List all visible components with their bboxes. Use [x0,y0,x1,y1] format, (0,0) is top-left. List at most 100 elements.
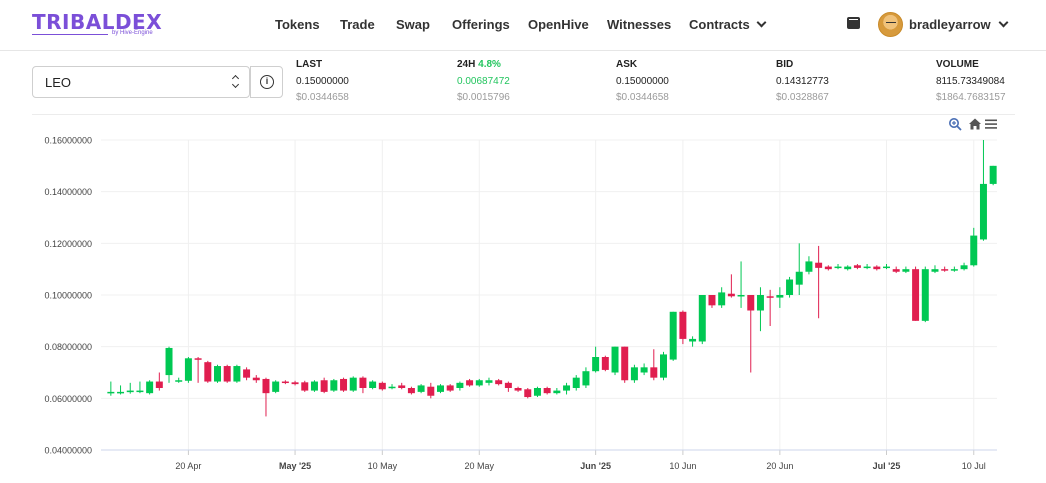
candle-body [873,266,881,270]
stat-volume: VOLUME 8115.73349084 $1864.7683157 [936,59,1006,103]
candle-body [233,366,241,382]
candle-body [640,367,648,373]
candle-body [252,377,260,381]
nav-contracts-dropdown[interactable]: Contracts [689,17,767,32]
candle-body [407,388,415,394]
candle-body [310,381,318,391]
candle-body [349,377,357,391]
price-chart[interactable]: 0.16000000 0.14000000 0.12000000 0.10000000… [0,115,1046,483]
candle-body [504,382,512,388]
candle-body [563,385,571,391]
stat-ask-usd: $0.0344658 [616,92,669,103]
candle-body [863,266,871,269]
candle-body [718,292,726,306]
candle-body [931,269,939,272]
x-tick-label: 20 May [465,461,495,471]
x-tick-label: 10 May [368,461,398,471]
stat-24h-label: 24H [457,59,476,70]
nav-tokens[interactable]: Tokens [275,17,320,32]
candle-body [495,380,503,385]
candle-body [989,165,997,184]
chevron-down-icon [756,17,767,28]
x-tick-label: 20 Jun [766,461,793,471]
stat-volume-usd: $1864.7683157 [936,92,1006,103]
candle-body [689,338,697,342]
candle-body [592,357,600,372]
stat-volume-value: 8115.73349084 [936,76,1005,87]
candle-body [679,311,687,339]
token-select-value: LEO [45,75,72,90]
candle-body [970,235,978,266]
x-tick-label: Jul '25 [873,461,901,471]
zoom-in-icon[interactable] [948,117,962,131]
candle-body [485,380,493,383]
candle-body [136,390,144,393]
candle-body [524,389,532,398]
candle-body [902,269,910,272]
candle-body [184,358,192,381]
stat-24h-usd: $0.0015796 [457,92,510,103]
nav-trade[interactable]: Trade [340,17,375,32]
candle-body [514,388,522,391]
candle-body [776,295,784,298]
y-tick-label: 0.06000000 [44,394,92,404]
candle-body [747,295,755,311]
token-info-button[interactable]: i [250,66,283,98]
stat-24h-label-row: 24H 4.8% [457,59,510,73]
home-icon[interactable] [968,117,982,131]
candle-body [446,385,454,391]
info-icon: i [260,75,274,89]
candle-body [960,265,968,270]
y-tick-label: 0.10000000 [44,291,92,301]
avatar[interactable] [878,12,903,37]
nav-witnesses[interactable]: Witnesses [607,17,672,32]
wallet-icon[interactable] [847,17,860,29]
candle-body [272,381,280,392]
nav-swap[interactable]: Swap [396,17,430,32]
y-tick-label: 0.16000000 [44,136,92,146]
chevron-down-icon [998,17,1009,28]
candle-body [214,366,221,382]
candle-body [766,296,774,298]
divider [32,114,1015,115]
candle-body [262,378,270,394]
top-navbar: TRIBALDEX by Hive-Engine Tokens Trade Swap… [0,0,1046,51]
candle-body [320,380,328,392]
stat-last: LAST 0.15000000 $0.0344658 [296,59,349,103]
stat-ask: ASK 0.15000000 $0.0344658 [616,59,669,103]
candle-body [883,266,890,269]
candle-body [737,295,745,297]
candle-body [611,346,619,373]
candle-body [155,381,163,388]
nav-openhive[interactable]: OpenHive [528,17,589,32]
candle-body [301,382,309,391]
candle-body [223,366,231,382]
y-tick-label: 0.12000000 [44,239,92,249]
stat-bid-value: 0.14312773 [776,76,829,87]
candle-body [437,385,444,392]
candle-body [291,382,299,385]
token-select[interactable]: LEO [32,66,250,98]
candle-body [456,382,464,388]
candle-body [650,367,658,378]
candle-body [330,380,338,391]
candle-body [146,381,154,394]
candle-body [853,265,861,268]
candle-body [756,295,764,311]
stat-24h-pct: 4.8% [478,59,501,70]
tribaldex-logo[interactable]: TRIBALDEX by Hive-Engine [32,10,164,40]
candle-body [553,390,561,394]
candle-body [698,295,706,342]
candle-body [204,362,212,382]
nav-offerings[interactable]: Offerings [452,17,510,32]
candle-body [815,262,823,268]
x-tick-label: May '25 [279,461,311,471]
logo-underline [32,34,108,35]
candle-body [824,266,832,270]
candle-body [582,371,590,386]
candle-body [117,391,125,394]
candle-body [892,269,900,272]
menu-icon[interactable] [984,117,998,131]
user-menu[interactable]: bradleyarrow [909,17,1009,32]
candle-body [979,183,987,240]
